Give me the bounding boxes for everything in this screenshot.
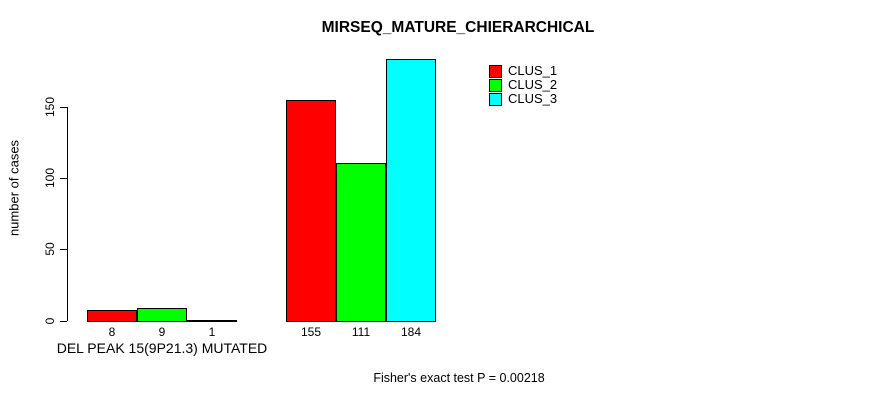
legend: CLUS_1 CLUS_2 CLUS_3 — [489, 64, 557, 106]
y-tick — [60, 249, 67, 251]
bar-value-label: 8 — [108, 325, 116, 339]
bar-clus_1 — [286, 100, 336, 322]
legend-swatch — [489, 64, 502, 78]
legend-label: CLUS_1 — [508, 63, 558, 78]
legend-label: CLUS_2 — [508, 77, 558, 92]
bar-clus_1 — [87, 310, 137, 322]
bar-value-label: 155 — [300, 325, 322, 339]
bar-clus_3 — [187, 320, 237, 322]
y-tick-label: 100 — [43, 168, 57, 189]
bar-clus_2 — [137, 308, 187, 322]
bar-value-label: 111 — [351, 325, 371, 339]
y-axis-label: number of cases — [6, 139, 22, 237]
legend-item-clus_1: CLUS_1 — [489, 64, 557, 78]
chart-title: MIRSEQ_MATURE_CHIERARCHICAL — [321, 19, 595, 36]
y-tick-label: 150 — [43, 96, 57, 118]
group-label: DEL PEAK 15(9P21.3) MUTATED — [56, 340, 268, 356]
legend-swatch — [489, 92, 502, 106]
legend-swatch — [489, 78, 502, 92]
bar-value-label: 9 — [158, 325, 166, 339]
bar-clus_2 — [336, 163, 386, 322]
bar-value-label: 184 — [400, 325, 422, 339]
legend-item-clus_2: CLUS_2 — [489, 78, 557, 92]
bar-clus_3 — [386, 59, 436, 322]
y-tick — [60, 320, 67, 322]
legend-label: CLUS_3 — [508, 91, 558, 106]
bar-value-label: 1 — [208, 325, 216, 339]
y-tick-label: 50 — [43, 242, 57, 257]
fisher-test-annotation: Fisher's exact test P = 0.00218 — [373, 371, 545, 385]
y-tick — [60, 107, 67, 108]
legend-item-clus_3: CLUS_3 — [489, 92, 557, 106]
y-tick — [60, 178, 67, 180]
y-tick-label: 0 — [43, 317, 57, 324]
y-axis-line — [67, 107, 68, 321]
